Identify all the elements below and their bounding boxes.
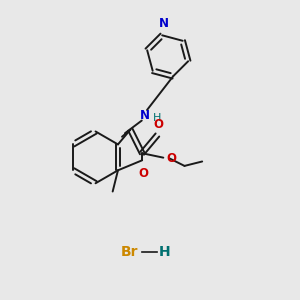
Text: O: O xyxy=(167,152,177,165)
Text: H: H xyxy=(158,244,170,259)
Text: N: N xyxy=(140,109,150,122)
Text: H: H xyxy=(153,112,161,123)
Text: Br: Br xyxy=(121,244,138,259)
Text: O: O xyxy=(153,118,163,131)
Text: O: O xyxy=(138,167,148,180)
Text: N: N xyxy=(159,17,169,30)
